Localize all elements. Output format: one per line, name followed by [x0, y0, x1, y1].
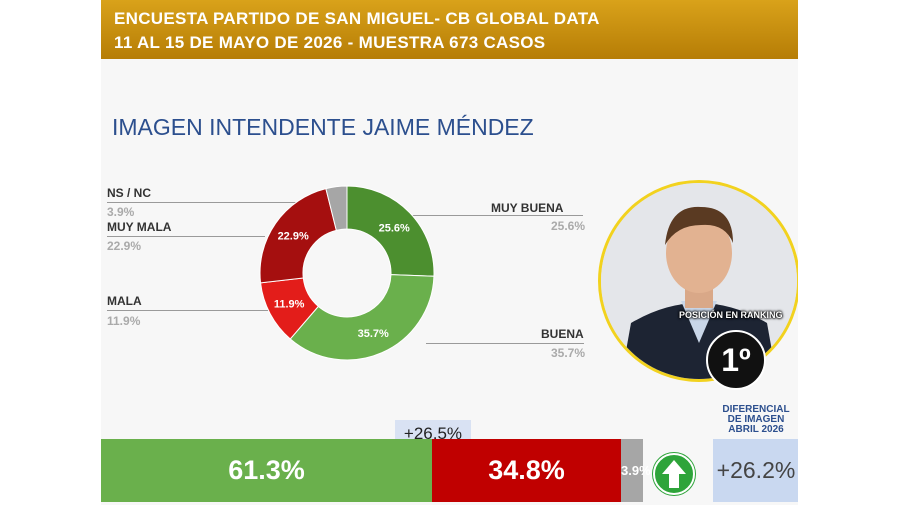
portrait-icon	[601, 183, 797, 379]
slice-label-muy-buena: 25.6%	[379, 223, 410, 235]
header-line-1: ENCUESTA PARTIDO DE SAN MIGUEL- CB GLOBA…	[114, 9, 600, 28]
donut-chart: 25.6% 35.7% 11.9% 22.9%	[259, 185, 435, 361]
value-ns-nc: 3.9%	[107, 205, 135, 219]
slice-muy-mala	[259, 187, 337, 284]
header-banner: ENCUESTA PARTIDO DE SAN MIGUEL- CB GLOBA…	[101, 0, 798, 59]
leader-line	[107, 236, 265, 237]
label-muy-mala: MUY MALA	[107, 220, 172, 234]
leader-line	[107, 202, 307, 203]
slice-muy-buena	[346, 185, 435, 277]
slice-label-mala: 11.9%	[274, 299, 305, 311]
leader-line	[107, 310, 277, 311]
label-muy-buena: MUY BUENA	[491, 201, 564, 215]
positive-bar: 61.3%	[101, 439, 432, 502]
leader-line	[426, 343, 584, 344]
slice-label-buena: 35.7%	[358, 328, 389, 340]
label-buena: BUENA	[541, 327, 584, 341]
diferencial-label: DIFERENCIAL DE IMAGEN ABRIL 2026	[713, 405, 798, 435]
slice-ns-nc	[325, 185, 348, 231]
header-line-2: 11 AL 15 DE MAYO DE 2026 - MUESTRA 673 C…	[114, 33, 546, 52]
label-mala: MALA	[107, 294, 142, 308]
value-muy-buena: 25.6%	[551, 219, 586, 233]
value-mala: 11.9%	[107, 314, 141, 328]
slice-buena	[289, 274, 435, 361]
value-muy-mala: 22.9%	[107, 239, 142, 253]
nsnc-bar: 3.9%	[621, 439, 651, 502]
label-ns-nc: NS / NC	[107, 186, 152, 200]
negative-bar: 34.8%	[432, 439, 621, 502]
survey-card: ENCUESTA PARTIDO DE SAN MIGUEL- CB GLOBA…	[101, 0, 798, 505]
up-arrow-icon	[652, 452, 696, 496]
candidate-photo	[598, 180, 798, 382]
slice-label-muy-mala: 22.9%	[278, 231, 309, 243]
ranking-label: POSICIÓN EN RANKING	[679, 310, 783, 320]
diferencial-label-line: ABRIL 2026	[728, 424, 784, 435]
leader-line	[401, 215, 583, 216]
diferencial-label-line: DIFERENCIAL	[722, 404, 790, 415]
value-buena: 35.7%	[551, 346, 586, 360]
diferencial-value: +26.2%	[713, 439, 798, 502]
ranking-badge: 1º	[706, 330, 766, 390]
chart-title: IMAGEN INTENDENTE JAIME MÉNDEZ	[112, 114, 534, 140]
diferencial-label-line: DE IMAGEN	[727, 414, 785, 425]
